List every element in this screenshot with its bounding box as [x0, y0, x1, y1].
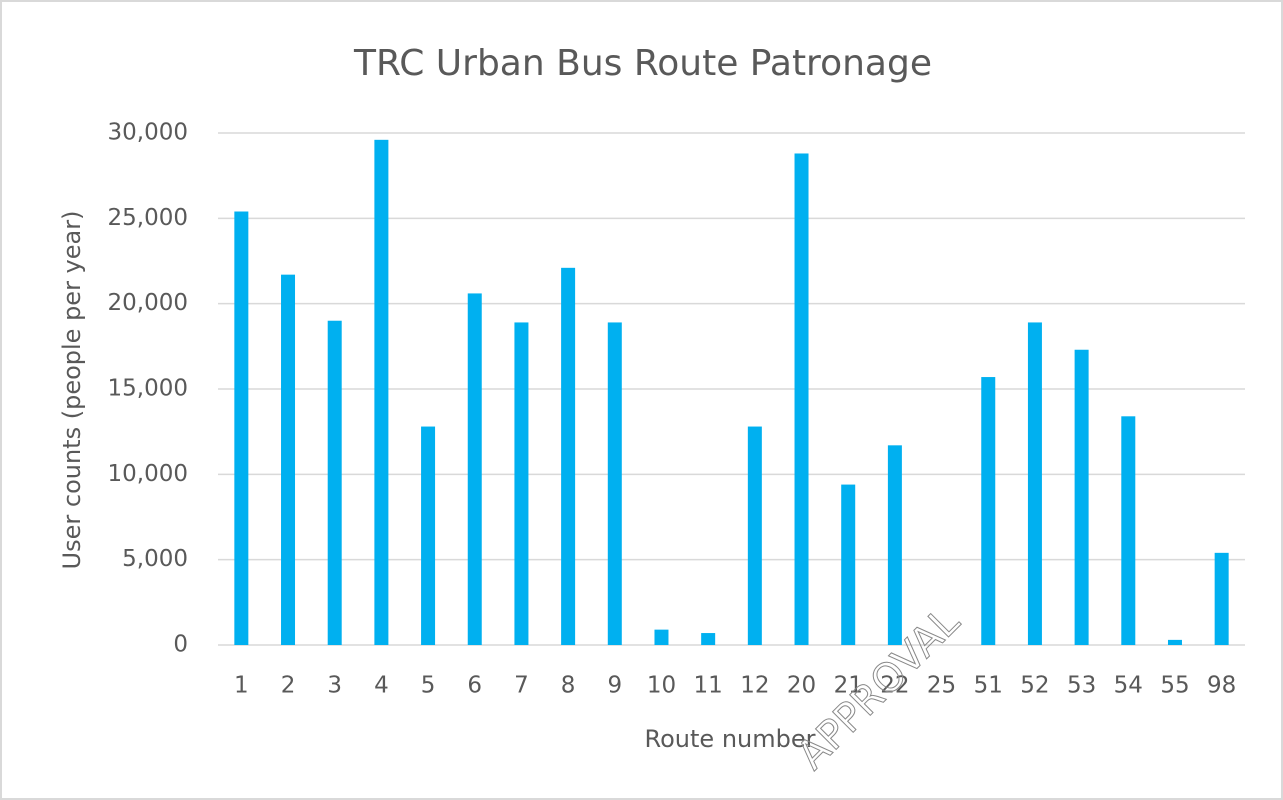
x-tick-label: 21 [834, 673, 863, 699]
y-axis-title: User counts (people per year) [58, 211, 86, 570]
y-tick-label: 20,000 [108, 290, 188, 316]
bar [234, 211, 249, 646]
x-tick-label: 54 [1114, 673, 1143, 699]
y-tick-label: 5,000 [122, 546, 188, 572]
bar [561, 267, 576, 645]
x-tick-label: 4 [374, 673, 389, 699]
x-tick-label: 10 [647, 673, 676, 699]
y-tick-label: 30,000 [108, 120, 188, 146]
bars: 1 2 3 4 5 6 7 8 9 10 11 12 20 21 22 25 51 52 53 54 55 98 [234, 139, 1236, 699]
y-tick-label: 10,000 [108, 461, 188, 487]
x-tick-label: 5 [421, 673, 436, 699]
bar [514, 322, 529, 645]
x-tick-label: 6 [467, 673, 482, 699]
bar [887, 445, 902, 645]
bar [1074, 349, 1089, 645]
x-tick-label: 1 [234, 673, 249, 699]
bar [747, 426, 762, 645]
x-tick-label: 8 [561, 673, 576, 699]
bar [1121, 416, 1136, 645]
bar [607, 322, 622, 645]
x-tick-label: 7 [514, 673, 529, 699]
x-tick-label: 9 [607, 673, 622, 699]
bar [654, 629, 669, 645]
bar [1167, 639, 1182, 645]
bar [421, 426, 436, 645]
grid: 0 5,000 10,000 15,000 20,000 25,000 30,000 [108, 120, 1245, 658]
x-tick-label: 3 [327, 673, 342, 699]
chart-title: TRC Urban Bus Route Patronage [353, 43, 932, 84]
bar [981, 377, 996, 645]
x-axis-title: Route number [645, 725, 816, 753]
x-tick-label: 11 [694, 673, 723, 699]
x-tick-label: 2 [281, 673, 296, 699]
y-tick-label: 25,000 [108, 205, 188, 231]
bar [374, 139, 389, 645]
bar [327, 320, 342, 645]
x-tick-label: 22 [880, 673, 909, 699]
x-tick-label: 55 [1160, 673, 1189, 699]
bar [1027, 322, 1042, 645]
x-tick-label: 53 [1067, 673, 1096, 699]
bar [1214, 552, 1229, 645]
x-tick-label: 12 [740, 673, 769, 699]
bar [467, 293, 482, 645]
y-tick-label: 15,000 [108, 376, 188, 402]
bar [794, 153, 809, 646]
x-tick-label: 51 [974, 673, 1003, 699]
bar [701, 633, 716, 645]
x-tick-label: 98 [1207, 673, 1236, 699]
x-tick-label: 52 [1020, 673, 1049, 699]
x-tick-label: 20 [787, 673, 816, 699]
bar [281, 274, 296, 645]
x-tick-label: 25 [927, 673, 956, 699]
bar [841, 484, 856, 645]
y-tick-label: 0 [173, 632, 188, 658]
